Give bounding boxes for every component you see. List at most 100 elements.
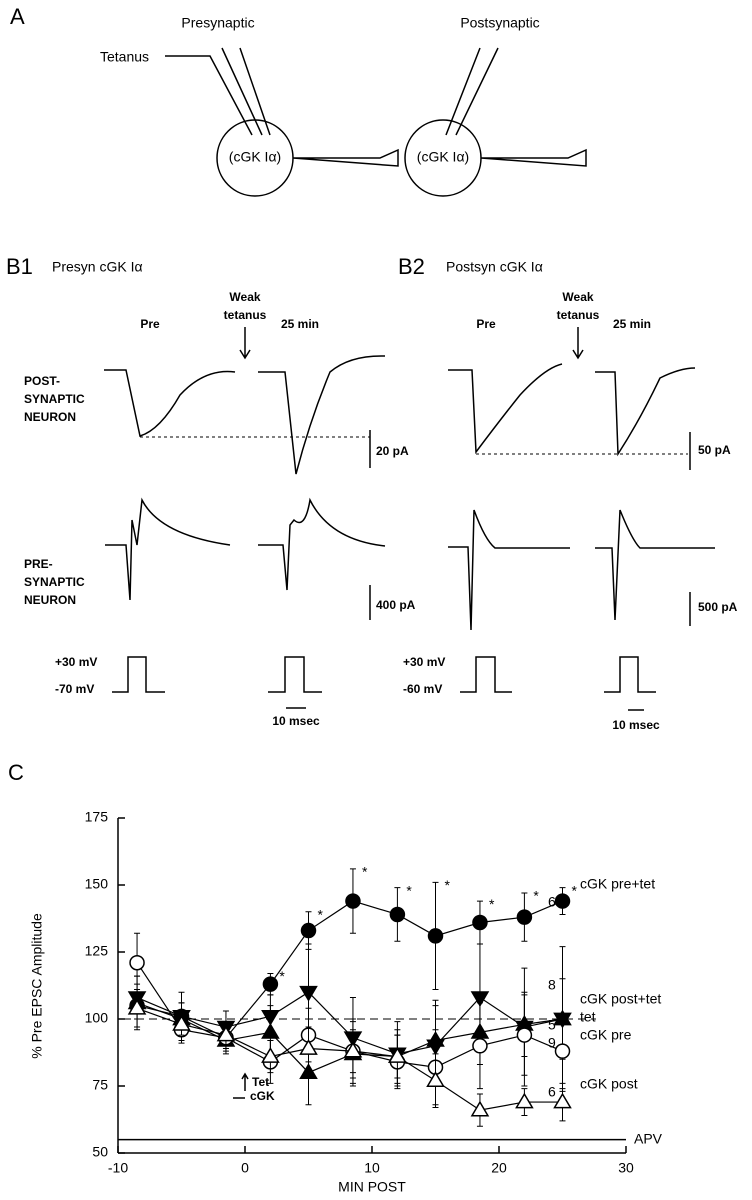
- x-axis-title: MIN POST: [338, 1179, 406, 1195]
- n-label: 8: [548, 977, 556, 993]
- x-tick-label: 30: [618, 1160, 634, 1176]
- x-tick-label: -10: [108, 1160, 128, 1176]
- stim-label: Weak: [229, 290, 260, 304]
- panel-label: B2: [398, 254, 425, 279]
- marker: [261, 1022, 280, 1039]
- significance-mark: *: [279, 968, 285, 984]
- y-tick-label: 150: [85, 876, 109, 892]
- series-label: cGK post: [580, 1076, 638, 1092]
- row-label: NEURON: [24, 410, 76, 424]
- y-tick-label: 175: [85, 809, 109, 825]
- stim-label: Weak: [562, 290, 593, 304]
- panel-title: Presyn cGK Iα: [52, 259, 143, 275]
- x-tick-label: 0: [241, 1160, 249, 1176]
- row-label: PRE-: [24, 557, 53, 571]
- significance-mark: *: [362, 864, 368, 880]
- scale-label: 50 pA: [698, 443, 731, 457]
- trace: [258, 497, 386, 591]
- scale-label: 10 msec: [612, 718, 660, 732]
- series-line: [136, 900, 563, 1039]
- panel-b: B1 Presyn cGK Iα B2 Postsyn cGK Iα Pre W…: [6, 254, 738, 732]
- voltage-step: [460, 656, 656, 693]
- tetanus-label: Tetanus: [100, 49, 149, 65]
- y-tick-label: 125: [85, 943, 109, 959]
- significance-mark: *: [445, 877, 451, 893]
- condition-label: Pre: [476, 317, 496, 331]
- marker: [553, 1092, 572, 1109]
- significance-mark: *: [318, 907, 324, 923]
- condition-label: 25 min: [281, 317, 319, 331]
- panel-label: A: [10, 4, 25, 29]
- panel-c: C MIN POST % Pre EPSC Amplitude 50751001…: [8, 760, 663, 1195]
- row-label: POST-: [24, 374, 60, 388]
- marker: [472, 914, 488, 931]
- scale-label: 400 pA: [376, 598, 416, 612]
- trace: [104, 369, 236, 437]
- marker: [472, 1038, 488, 1054]
- marker: [388, 1047, 407, 1063]
- n-label: 6: [548, 1084, 556, 1100]
- n-label: 6: [548, 894, 556, 910]
- axon: [292, 148, 587, 167]
- voltage-label: +30 mV: [403, 655, 445, 669]
- scale-label: 10 msec: [272, 714, 320, 728]
- n-label: 5: [548, 1017, 556, 1033]
- panel-title: Postsyn cGK Iα: [446, 259, 543, 275]
- marker: [300, 922, 317, 939]
- x-tick-label: 20: [491, 1160, 507, 1176]
- panel-a: A Presynaptic Postsynaptic Tetanus (cGK …: [10, 4, 587, 197]
- row-label: SYNAPTIC: [24, 392, 85, 406]
- arrow: [239, 327, 584, 360]
- scale-label: 20 pA: [376, 444, 409, 458]
- x-tick-label: 10: [364, 1160, 380, 1176]
- marker: [516, 909, 533, 925]
- voltage-step: [112, 656, 322, 693]
- significance-mark: *: [533, 888, 539, 904]
- cell-label: (cGK Iα): [417, 149, 469, 165]
- tet-label: Tet: [252, 1075, 269, 1089]
- tet-arrow: [241, 1072, 249, 1091]
- marker: [554, 1043, 571, 1059]
- stim-label: tetanus: [224, 308, 267, 322]
- cell-label: (cGK Iα): [229, 149, 281, 165]
- condition-label: 25 min: [613, 317, 651, 331]
- y-axis-title: % Pre EPSC Amplitude: [29, 913, 45, 1059]
- significance-mark: *: [406, 882, 412, 898]
- trace: [105, 497, 231, 601]
- marker: [129, 954, 145, 971]
- row-label: NEURON: [24, 593, 76, 607]
- marker: [299, 1039, 318, 1055]
- voltage-label: -60 mV: [403, 682, 442, 696]
- marker: [172, 1014, 191, 1031]
- trace: [595, 509, 715, 621]
- marker: [216, 1025, 236, 1042]
- scale-label: 500 pA: [698, 600, 738, 614]
- y-tick-label: 75: [92, 1077, 108, 1093]
- series-label: cGK post+tet: [580, 991, 661, 1007]
- marker: [127, 998, 147, 1015]
- presynaptic-label: Presynaptic: [181, 15, 254, 31]
- marker: [261, 1047, 280, 1063]
- voltage-label: -70 mV: [55, 682, 94, 696]
- series-label: tet: [580, 1009, 596, 1025]
- marker: [427, 928, 444, 944]
- marker: [299, 985, 318, 1002]
- marker: [515, 1092, 534, 1109]
- stim-label: tetanus: [557, 308, 600, 322]
- marker: [554, 893, 571, 909]
- n-label: 9: [548, 1035, 556, 1051]
- trace: [448, 363, 563, 455]
- trace: [448, 509, 570, 631]
- marker: [470, 991, 490, 1008]
- significance-mark: *: [489, 896, 495, 912]
- condition-label: Pre: [140, 317, 160, 331]
- apv-label: APV: [634, 1130, 663, 1146]
- significance-mark: *: [572, 882, 578, 898]
- panel-label: B1: [6, 254, 33, 279]
- marker: [262, 976, 279, 992]
- cgk-label: cGK: [250, 1089, 275, 1103]
- pipette: [165, 47, 271, 136]
- trace: [258, 355, 386, 475]
- marker: [389, 906, 406, 923]
